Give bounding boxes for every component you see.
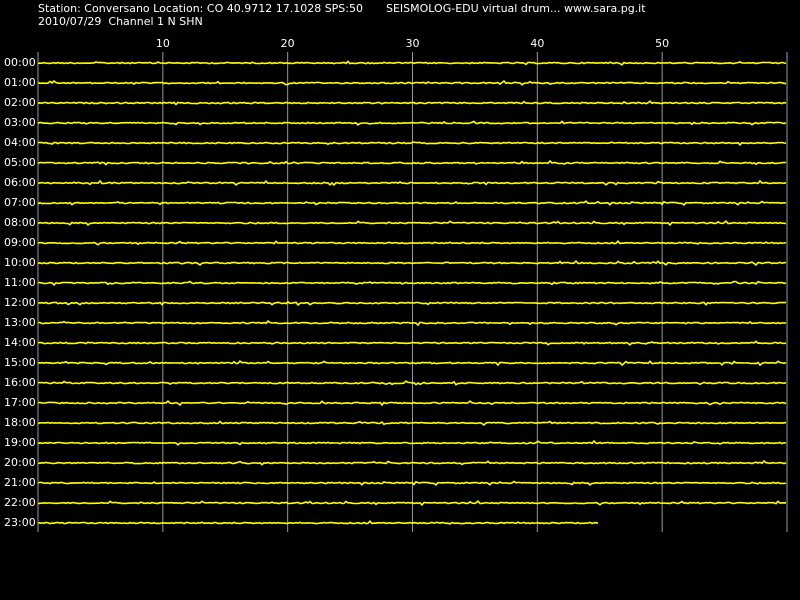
station-info: Station: Conversano Location: CO 40.9712… — [38, 2, 363, 15]
row-label: 17:00 — [4, 396, 36, 409]
row-label: 04:00 — [4, 136, 36, 149]
row-label: 13:00 — [4, 316, 36, 329]
row-label: 21:00 — [4, 476, 36, 489]
row-label: 16:00 — [4, 376, 36, 389]
seismic-trace — [37, 219, 787, 227]
seismic-trace — [37, 520, 599, 525]
x-tick-label: 30 — [406, 37, 420, 50]
seismic-trace — [37, 340, 787, 346]
row-label: 14:00 — [4, 336, 36, 349]
row-label: 10:00 — [4, 256, 36, 269]
seismic-trace — [37, 120, 787, 126]
row-label: 01:00 — [4, 76, 36, 89]
seismic-trace — [37, 420, 787, 426]
row-label: 15:00 — [4, 356, 36, 369]
row-label: 23:00 — [4, 516, 36, 529]
x-tick-label: 40 — [530, 37, 544, 50]
program-info: SEISMOLOG-EDU virtual drum... www.sara.p… — [386, 2, 646, 15]
seismic-trace — [37, 300, 786, 307]
seismic-trace — [38, 60, 787, 66]
seismic-trace — [37, 439, 787, 446]
row-label: 00:00 — [4, 56, 36, 69]
date-channel: 2010/07/29 Channel 1 N SHN — [38, 15, 203, 28]
row-label: 18:00 — [4, 416, 36, 429]
row-label: 22:00 — [4, 496, 36, 509]
row-label: 05:00 — [4, 156, 36, 169]
row-label: 20:00 — [4, 456, 36, 469]
seismic-trace — [37, 380, 787, 386]
row-label: 11:00 — [4, 276, 36, 289]
seismic-trace — [37, 360, 787, 367]
seismic-trace — [37, 159, 786, 166]
seismic-trace — [37, 259, 787, 267]
seismic-trace — [37, 280, 787, 287]
seismic-trace — [37, 320, 787, 327]
seismic-trace — [37, 141, 787, 146]
x-tick-label: 20 — [281, 37, 295, 50]
x-tick-label: 10 — [156, 37, 170, 50]
seismic-trace — [37, 480, 787, 486]
row-label: 03:00 — [4, 116, 36, 129]
seismic-trace — [37, 200, 787, 206]
seismic-trace — [37, 459, 787, 466]
row-label: 07:00 — [4, 196, 36, 209]
row-label: 02:00 — [4, 96, 36, 109]
row-label: 19:00 — [4, 436, 36, 449]
seismic-trace — [37, 499, 787, 507]
row-label: 09:00 — [4, 236, 36, 249]
seismic-trace — [37, 79, 786, 86]
row-label: 12:00 — [4, 296, 36, 309]
row-label: 06:00 — [4, 176, 36, 189]
row-label: 08:00 — [4, 216, 36, 229]
x-tick-label: 50 — [655, 37, 669, 50]
seismic-trace — [37, 179, 787, 187]
seismic-trace — [37, 100, 787, 106]
seismic-trace — [37, 240, 787, 246]
seismic-trace — [38, 399, 787, 407]
